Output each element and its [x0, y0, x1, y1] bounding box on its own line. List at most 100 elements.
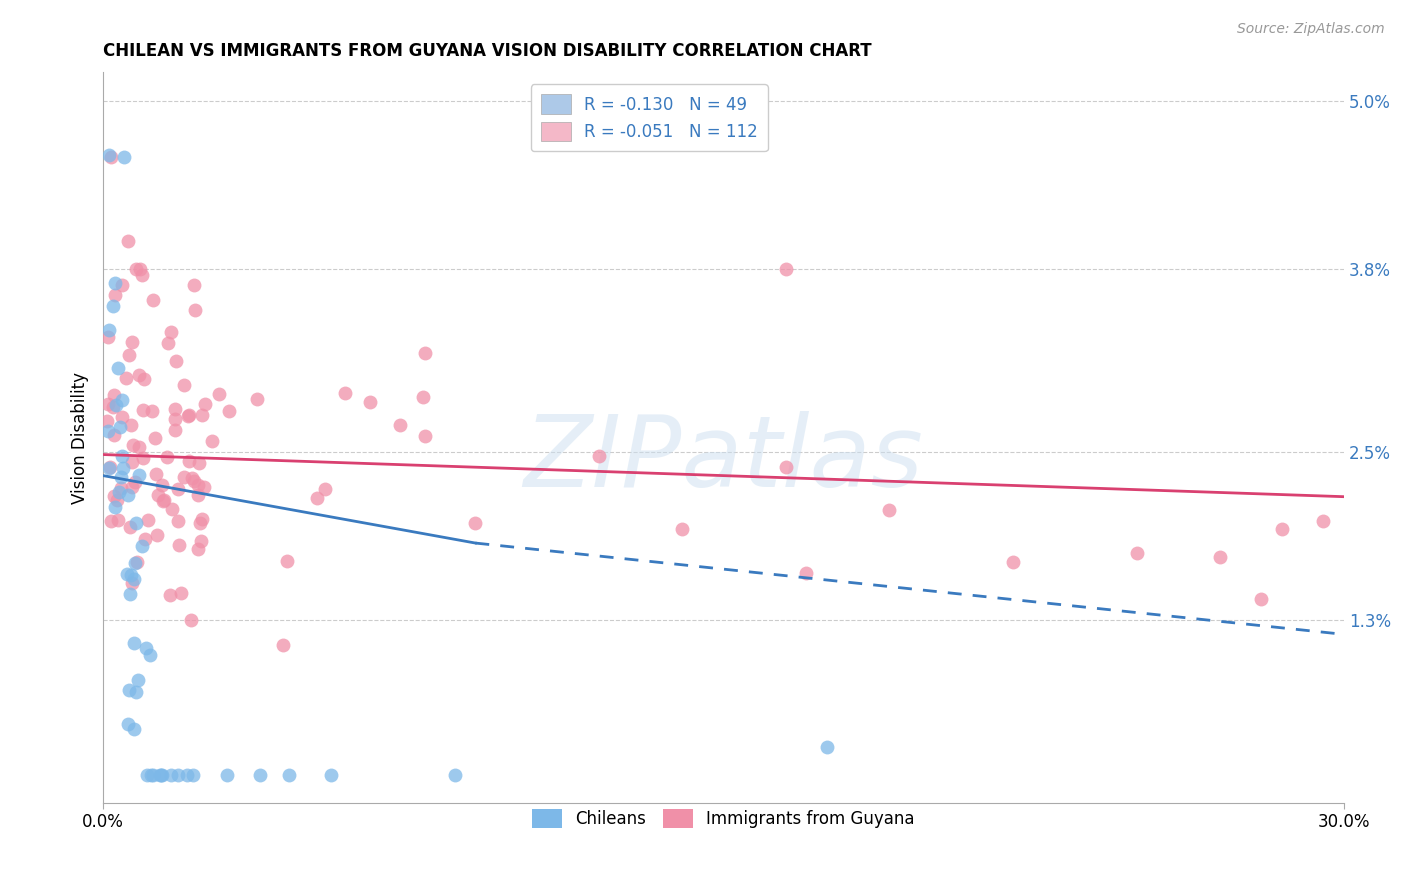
Point	[125, 516, 148, 530]
Point	[156, 335, 179, 350]
Point	[180, 613, 202, 627]
Point	[115, 567, 138, 582]
Point	[112, 150, 135, 164]
Point	[132, 451, 155, 466]
Point	[177, 454, 200, 468]
Point	[129, 262, 152, 277]
Text: Source: ZipAtlas.com: Source: ZipAtlas.com	[1237, 22, 1385, 37]
Point	[246, 392, 269, 406]
Point	[103, 299, 125, 313]
Point	[162, 502, 184, 516]
Point	[156, 450, 179, 464]
Point	[98, 148, 121, 162]
Point	[443, 768, 465, 782]
Point	[111, 409, 134, 424]
Point	[150, 768, 173, 782]
Point	[132, 402, 155, 417]
Point	[97, 424, 120, 438]
Point	[188, 456, 211, 470]
Point	[111, 278, 134, 293]
Point	[103, 388, 125, 402]
Point	[413, 346, 436, 360]
Point	[775, 460, 797, 475]
Point	[1312, 514, 1334, 528]
Point	[101, 401, 124, 415]
Point	[100, 150, 122, 164]
Text: ZIPatlas: ZIPatlas	[523, 411, 924, 508]
Point	[121, 455, 143, 469]
Point	[111, 393, 134, 408]
Point	[249, 768, 271, 782]
Point	[201, 434, 224, 448]
Point	[170, 586, 193, 600]
Point	[97, 396, 120, 410]
Point	[319, 768, 342, 782]
Point	[150, 768, 173, 782]
Point	[104, 500, 127, 515]
Point	[191, 408, 214, 422]
Point	[142, 768, 165, 782]
Point	[97, 330, 120, 344]
Point	[118, 683, 141, 698]
Point	[150, 477, 173, 491]
Point	[134, 532, 156, 546]
Point	[128, 468, 150, 483]
Point	[167, 538, 190, 552]
Point	[177, 408, 200, 422]
Point	[191, 511, 214, 525]
Point	[122, 572, 145, 586]
Point	[121, 480, 143, 494]
Point	[149, 768, 172, 782]
Point	[121, 576, 143, 591]
Point	[96, 414, 118, 428]
Point	[877, 503, 900, 517]
Point	[314, 482, 336, 496]
Point	[165, 354, 187, 368]
Point	[177, 409, 200, 423]
Point	[794, 566, 817, 580]
Point	[142, 293, 165, 308]
Point	[124, 556, 146, 570]
Point	[1209, 550, 1232, 565]
Point	[124, 475, 146, 490]
Point	[127, 673, 149, 688]
Point	[131, 539, 153, 553]
Point	[98, 323, 121, 337]
Point	[464, 516, 486, 530]
Point	[122, 722, 145, 736]
Point	[143, 431, 166, 445]
Point	[218, 404, 240, 418]
Point	[190, 533, 212, 548]
Point	[333, 385, 356, 400]
Point	[124, 636, 146, 650]
Point	[107, 361, 129, 376]
Point	[183, 303, 205, 318]
Point	[152, 493, 174, 508]
Point	[98, 461, 121, 475]
Point	[128, 440, 150, 454]
Point	[136, 513, 159, 527]
Point	[103, 428, 125, 442]
Point	[117, 234, 139, 248]
Point	[117, 716, 139, 731]
Text: CHILEAN VS IMMIGRANTS FROM GUYANA VISION DISABILITY CORRELATION CHART: CHILEAN VS IMMIGRANTS FROM GUYANA VISION…	[103, 42, 872, 60]
Point	[100, 460, 122, 475]
Point	[271, 638, 294, 652]
Point	[115, 370, 138, 384]
Point	[815, 739, 838, 754]
Point	[276, 554, 298, 568]
Point	[278, 768, 301, 782]
Point	[120, 568, 142, 582]
Point	[412, 390, 434, 404]
Legend: Chileans, Immigrants from Guyana: Chileans, Immigrants from Guyana	[526, 802, 921, 835]
Point	[671, 522, 693, 536]
Point	[139, 648, 162, 662]
Point	[181, 471, 204, 485]
Point	[100, 514, 122, 528]
Point	[125, 262, 148, 277]
Point	[110, 481, 132, 495]
Point	[413, 429, 436, 443]
Point	[110, 470, 132, 484]
Point	[104, 288, 127, 302]
Point	[1126, 545, 1149, 559]
